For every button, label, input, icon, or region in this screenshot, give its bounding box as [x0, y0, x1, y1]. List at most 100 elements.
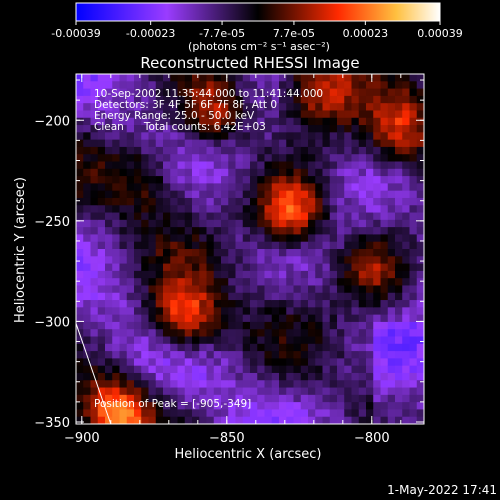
heatmap-cell: [105, 365, 113, 374]
heatmap-cell: [250, 168, 258, 177]
heatmap-cell: [199, 329, 208, 338]
heatmap-cell: [366, 154, 374, 163]
heatmap-cell: [141, 81, 150, 90]
heatmap-cell: [373, 292, 382, 301]
heatmap-cell: [337, 380, 345, 389]
heatmap-cell: [264, 249, 273, 257]
heatmap-cell: [395, 249, 403, 257]
heatmap-cell: [264, 270, 273, 279]
heatmap-cell: [112, 190, 121, 199]
heatmap-cell: [105, 314, 113, 323]
heatmap-cell: [112, 256, 121, 265]
heatmap-cell: [329, 132, 338, 141]
heatmap-cell: [206, 358, 215, 367]
heatmap-cell: [112, 358, 121, 367]
heatmap-cell: [155, 351, 164, 359]
heatmap-cell: [163, 256, 171, 265]
heatmap-cell: [199, 219, 208, 228]
heatmap-cell: [257, 234, 266, 243]
heatmap-cell: [163, 95, 171, 104]
heatmap-cell: [387, 358, 396, 367]
heatmap-cell: [76, 307, 84, 316]
heatmap-cell: [83, 249, 92, 257]
heatmap-cell: [192, 263, 200, 272]
heatmap-cell: [206, 95, 215, 104]
heatmap-cell: [286, 278, 295, 287]
heatmap-cell: [119, 292, 128, 301]
heatmap-cell: [97, 241, 106, 250]
heatmap-cell: [358, 103, 367, 112]
heatmap-cell: [308, 146, 316, 155]
heatmap-cell: [170, 95, 179, 104]
heatmap-cell: [141, 263, 150, 272]
heatmap-cell: [395, 219, 403, 228]
heatmap-cell: [76, 365, 84, 374]
x-tick-label: −900: [64, 431, 100, 446]
heatmap-cell: [395, 125, 403, 133]
heatmap-cell: [228, 234, 237, 243]
heatmap-cell: [293, 278, 302, 287]
heatmap-cell: [148, 351, 157, 359]
heatmap-cell: [105, 416, 113, 424]
heatmap-cell: [358, 212, 367, 221]
heatmap-cell: [351, 351, 360, 359]
heatmap-cell: [206, 416, 215, 424]
y-tick-label: −250: [34, 215, 70, 230]
heatmap-cell: [366, 387, 374, 396]
heatmap-cell: [279, 168, 287, 177]
heatmap-cell: [250, 358, 258, 367]
heatmap-cell: [300, 300, 309, 308]
heatmap-cell: [337, 300, 345, 308]
heatmap-cell: [402, 321, 411, 330]
heatmap-cell: [97, 285, 106, 294]
heatmap-cell: [366, 190, 374, 199]
heatmap-cell: [402, 314, 411, 323]
heatmap-cell: [228, 212, 237, 221]
heatmap-cell: [235, 300, 244, 308]
heatmap-cell: [90, 88, 99, 97]
heatmap-cell: [184, 409, 193, 418]
heatmap-cell: [155, 176, 164, 184]
heatmap-cell: [134, 402, 142, 411]
heatmap-cell: [112, 409, 121, 418]
heatmap-cell: [83, 263, 92, 272]
heatmap-cell: [264, 402, 273, 411]
heatmap-cell: [250, 380, 258, 389]
heatmap-cell: [126, 81, 135, 90]
heatmap-cell: [221, 329, 229, 338]
heatmap-cell: [141, 336, 150, 345]
heatmap-cell: [300, 234, 309, 243]
heatmap-cell: [250, 146, 258, 155]
heatmap-cell: [322, 125, 331, 133]
heatmap-cell: [170, 321, 179, 330]
heatmap-cell: [228, 197, 237, 206]
heatmap-cell: [242, 263, 251, 272]
heatmap-cell: [163, 358, 171, 367]
heatmap-cell: [402, 372, 411, 381]
heatmap-cell: [308, 387, 316, 396]
heatmap-cell: [141, 154, 150, 163]
heatmap-cell: [387, 343, 396, 352]
heatmap-cell: [242, 161, 251, 170]
heatmap-cell: [373, 95, 382, 104]
heatmap-cell: [221, 154, 229, 163]
heatmap-cell: [112, 402, 121, 411]
heatmap-cell: [416, 168, 424, 177]
heatmap-cell: [228, 336, 237, 345]
heatmap-cell: [264, 278, 273, 287]
heatmap-cell: [134, 205, 142, 214]
heatmap-cell: [250, 307, 258, 316]
heatmap-cell: [213, 81, 222, 90]
heatmap-cell: [380, 88, 389, 97]
heatmap-cell: [141, 103, 150, 112]
heatmap-cell: [351, 270, 360, 279]
heatmap-cell: [242, 249, 251, 257]
heatmap-cell: [279, 117, 287, 126]
heatmap-cell: [184, 394, 193, 403]
heatmap-cell: [119, 205, 128, 214]
heatmap-cell: [199, 351, 208, 359]
heatmap-cell: [308, 358, 316, 367]
heatmap-cell: [112, 270, 121, 279]
annotation-clean-counts: Clean Total counts: 6.42E+03: [94, 121, 266, 133]
heatmap-cell: [329, 95, 338, 104]
